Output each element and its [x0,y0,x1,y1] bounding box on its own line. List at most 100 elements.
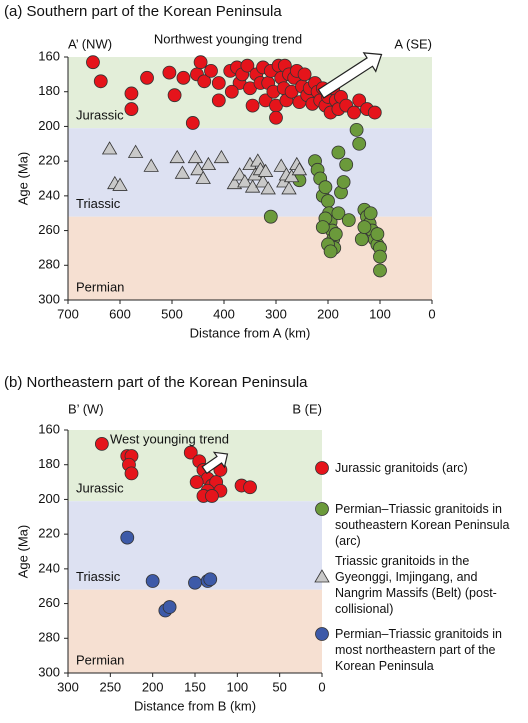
data-point [124,102,139,116]
data-point [211,76,226,90]
x-tick-label: 600 [109,306,131,321]
y-axis-title: Age (Ma) [15,525,30,578]
chart-title: (a) Southern part of the Korean Peninsul… [4,3,282,20]
data-point [367,105,382,120]
data-point [197,74,212,89]
legend-marker [315,627,329,641]
data-point [373,263,387,278]
data-point [224,84,239,99]
x-tick-label: 400 [213,306,235,321]
data-point [185,116,200,130]
y-tick-label: 160 [38,48,60,63]
annotation: West younging trend [110,431,229,446]
legend-label: Permian–Triassic granitoids in southeast… [335,502,510,548]
data-point [339,157,354,172]
legend-label: Jurassic granitoids (arc) [335,461,468,475]
period-band [68,501,322,590]
period-band [68,589,322,673]
data-point [323,244,338,259]
data-point [269,110,283,125]
data-point [347,105,361,120]
data-point [352,136,367,151]
x-axis-title: Distance from A (km) [190,325,311,340]
data-point [93,74,108,89]
x-tick-label: 50 [272,679,286,694]
period-label: Permian [76,279,124,294]
x-tick-label: 700 [57,306,79,321]
data-point [145,574,160,588]
data-point [243,480,257,495]
data-point [162,65,177,80]
x-tick-label: 200 [142,679,164,694]
data-point [328,227,343,241]
x-axis-title: Distance from B (km) [134,698,256,713]
y-tick-label: 220 [38,526,60,541]
data-point [321,194,335,208]
data-point [195,170,211,184]
data-point [200,156,217,171]
data-point [188,575,202,590]
data-point [281,181,297,195]
y-tick-label: 200 [38,118,60,133]
data-point [174,165,191,179]
panel: Jurassic Triassic Permian 160 180 200 220 240 26… [4,374,326,713]
y-tick-label: 220 [38,153,60,168]
legend-marker [315,502,329,516]
legend-marker [314,569,330,583]
data-point [162,600,177,614]
data-point [336,175,351,189]
data-point [231,167,248,181]
data-point [373,249,387,264]
period-label: Jurassic [76,108,124,123]
left-label: A’ (NW) [68,36,112,51]
legend-label: Permian–Triassic granitoids in most nort… [335,627,502,673]
data-point [226,175,243,190]
data-point [94,436,109,451]
data-point [357,220,372,235]
data-point [124,86,139,101]
data-point [370,227,385,241]
y-axis-title: Age (Ma) [15,152,30,205]
y-tick-label: 240 [38,187,60,202]
chart-title: (b) Northeastern part of the Korean Peni… [4,374,308,391]
data-point [189,475,204,489]
data-point [237,174,253,188]
data-point [205,489,219,503]
period-label: Triassic [76,196,121,211]
x-tick-label: 250 [99,679,121,694]
trend-arrow [201,451,229,475]
data-point [112,177,128,191]
data-point [143,158,159,172]
data-point [124,466,139,481]
right-label: A (SE) [394,36,432,51]
y-tick-label: 300 [38,291,60,306]
x-tick-label: 100 [369,306,391,321]
data-point [127,144,144,158]
annotation: Northwest younging trend [154,31,302,46]
trend-arrow [317,52,383,99]
data-point [169,149,185,164]
data-point [176,70,191,85]
y-tick-label: 240 [38,560,60,575]
data-point [354,232,369,247]
y-tick-label: 300 [38,664,60,679]
y-tick-label: 260 [38,222,60,237]
x-tick-label: 0 [428,306,435,321]
period-band [68,128,432,217]
data-point [101,141,118,155]
x-tick-label: 500 [161,306,183,321]
right-label: B (E) [292,401,322,416]
data-point [183,445,198,460]
data-point [193,55,208,70]
data-point [291,162,308,176]
data-point [187,149,204,164]
x-tick-label: 300 [265,306,287,321]
y-tick-label: 280 [38,257,60,272]
x-tick-label: 200 [317,306,339,321]
data-point [203,572,218,587]
data-point [260,181,276,195]
data-point [331,145,346,160]
data-point [315,220,330,235]
data-point [86,55,100,70]
